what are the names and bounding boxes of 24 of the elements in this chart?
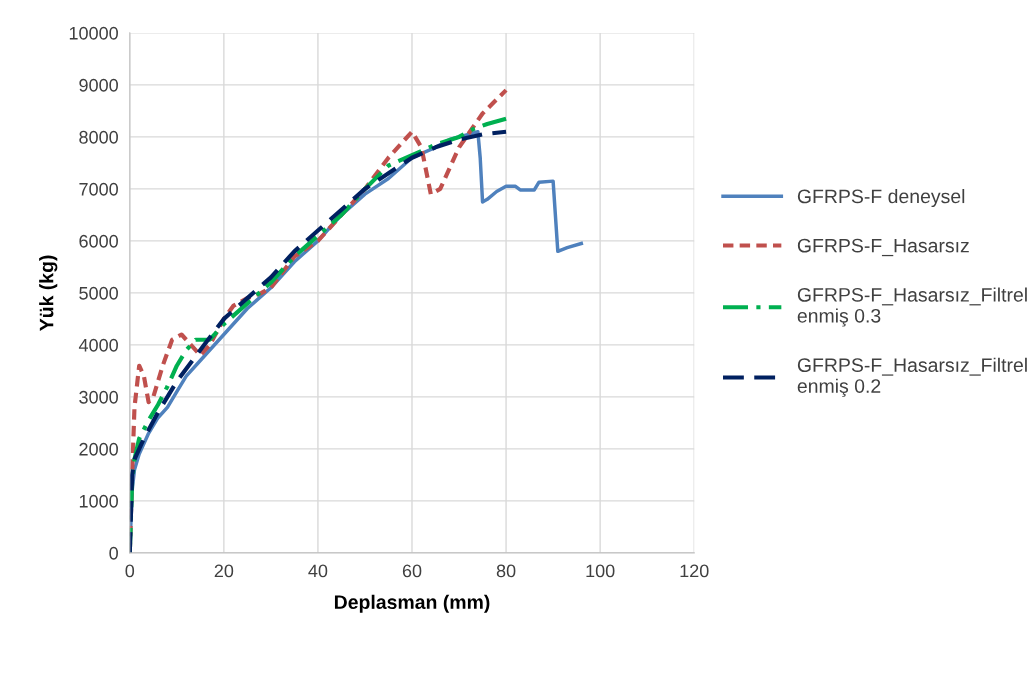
x-axis-title: Deplasman (mm) <box>334 594 490 613</box>
legend-label: GFRPS-F deneysel <box>797 188 965 208</box>
y-tick-label: 0 <box>109 546 118 560</box>
x-tick-label: 40 <box>308 564 328 578</box>
x-tick-label: 0 <box>125 564 135 578</box>
x-tick-label: 120 <box>680 564 709 578</box>
y-tick-label: 7000 <box>79 182 118 196</box>
x-tick-label: 80 <box>496 564 516 578</box>
y-tick-label: 9000 <box>79 78 118 92</box>
legend-label: GFRPS-F_Hasarsız <box>797 238 969 257</box>
x-tick-label: 60 <box>402 564 422 578</box>
legend-label: GFRPS-F_Hasarsız_Filtrelenmiş 0.2 <box>797 357 1027 397</box>
x-tick-label: 100 <box>586 564 615 578</box>
y-tick-label: 1000 <box>79 494 118 508</box>
y-axis-title: Yük (kg) <box>39 255 58 331</box>
x-tick-label: 20 <box>214 564 234 578</box>
y-tick-label: 5000 <box>79 286 118 300</box>
y-tick-label: 10000 <box>69 26 118 40</box>
y-tick-label: 6000 <box>79 234 118 248</box>
legend-label: GFRPS-F_Hasarsız_Filtrelenmiş 0.3 <box>797 287 1027 327</box>
y-tick-label: 2000 <box>79 442 118 456</box>
y-tick-label: 8000 <box>79 130 118 144</box>
y-tick-label: 3000 <box>79 390 118 404</box>
y-tick-label: 4000 <box>78 338 118 352</box>
